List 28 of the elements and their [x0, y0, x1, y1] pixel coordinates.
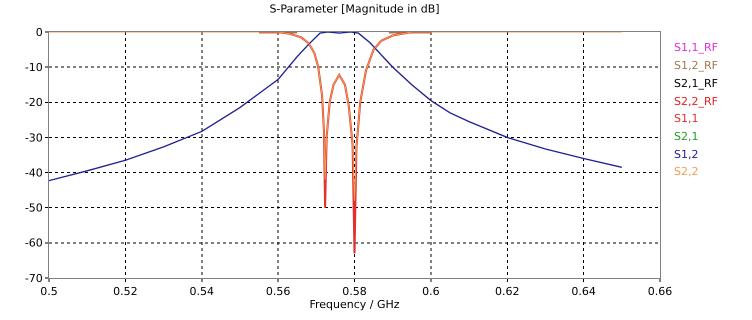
legend-label: S2,1: [674, 130, 698, 143]
y-tick-label: 0: [36, 26, 43, 39]
legend-label: S2,1_RF: [674, 77, 718, 90]
x-tick-label: 0.52: [113, 285, 138, 298]
x-tick-label: 0.58: [342, 285, 367, 298]
x-tick-label: 0.66: [648, 285, 672, 298]
x-tick-label: 0.54: [190, 285, 214, 298]
text: S1,2_RF: [674, 59, 718, 72]
y-tick-label: -40: [24, 166, 43, 180]
y-tick-label: -60: [24, 236, 43, 250]
y-tick-label: -50: [24, 202, 43, 215]
y-tick-label: -70: [24, 272, 43, 285]
x-tick-label: 0.64: [571, 285, 596, 298]
y-tick-label: -20: [24, 96, 43, 110]
chart-title: S-Parameter [Magnitude in dB]: [269, 2, 440, 16]
line-series: [258, 32, 432, 254]
x-tick-label: 0.56: [266, 285, 290, 298]
legend-label: S2,2_RF: [674, 95, 718, 108]
text: S1,2: [674, 148, 698, 161]
x-axis-title: Frequency / GHz: [309, 298, 400, 312]
y-tick-label: -10: [24, 60, 43, 74]
text: S2,2: [674, 165, 698, 178]
x-tick-label: 0.5: [40, 285, 58, 298]
x-tick-label: 0.62: [495, 285, 520, 298]
text: S1,1: [674, 112, 698, 125]
legend-label: S1,1_RF: [674, 41, 718, 54]
x-tick-label: 0.6: [422, 285, 440, 298]
y-tick-label: -30: [24, 131, 43, 144]
